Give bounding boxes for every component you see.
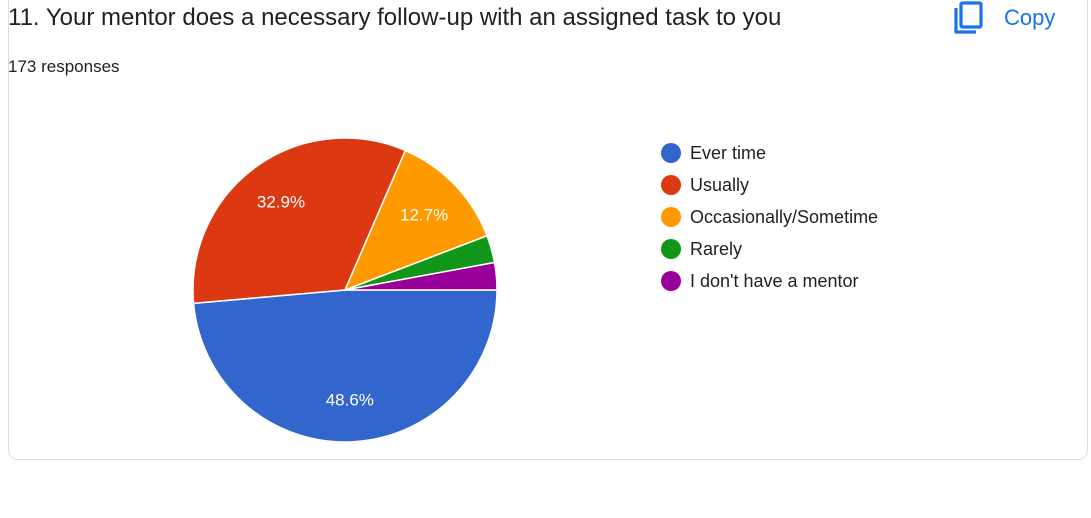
legend-swatch — [661, 239, 681, 259]
chart-legend: Ever time Usually Occasionally/Sometime Rar… — [661, 137, 878, 297]
legend-label: Occasionally/Sometime — [690, 206, 879, 227]
legend-label: I don't have a mentor — [690, 270, 859, 291]
pie-slice-2[interactable] — [343, 149, 488, 292]
legend-swatch — [661, 143, 681, 163]
pie-slice-4[interactable] — [344, 261, 498, 291]
legend-item-2[interactable]: Occasionally/Sometime — [661, 201, 878, 233]
copy-icon — [954, 1, 983, 34]
legend-label: Rarely — [690, 238, 743, 259]
legend-item-3[interactable]: Rarely — [661, 233, 878, 265]
pie-slice-label-0: 48.6% — [326, 390, 374, 409]
pie-slice-1[interactable] — [192, 137, 407, 305]
pie-slice-0[interactable] — [192, 289, 498, 443]
pie-slice-label-2: 12.7% — [400, 205, 448, 224]
legend-label: Usually — [690, 174, 750, 195]
legend-item-1[interactable]: Usually — [661, 169, 878, 201]
response-count: 173 responses — [8, 57, 120, 76]
legend-item-4[interactable]: I don't have a mentor — [661, 265, 878, 297]
legend-swatch — [661, 207, 681, 227]
copy-button[interactable]: Copy — [950, 0, 1055, 36]
legend-item-0[interactable]: Ever time — [661, 137, 878, 169]
copy-label: Copy — [1004, 5, 1056, 30]
legend-swatch — [661, 175, 681, 195]
question-card — [8, 0, 1088, 460]
legend-label: Ever time — [690, 142, 767, 163]
legend-swatch — [661, 271, 681, 291]
pie-slice-label-1: 32.9% — [257, 192, 305, 211]
question-title: 11. Your mentor does a necessary follow-… — [8, 4, 782, 31]
